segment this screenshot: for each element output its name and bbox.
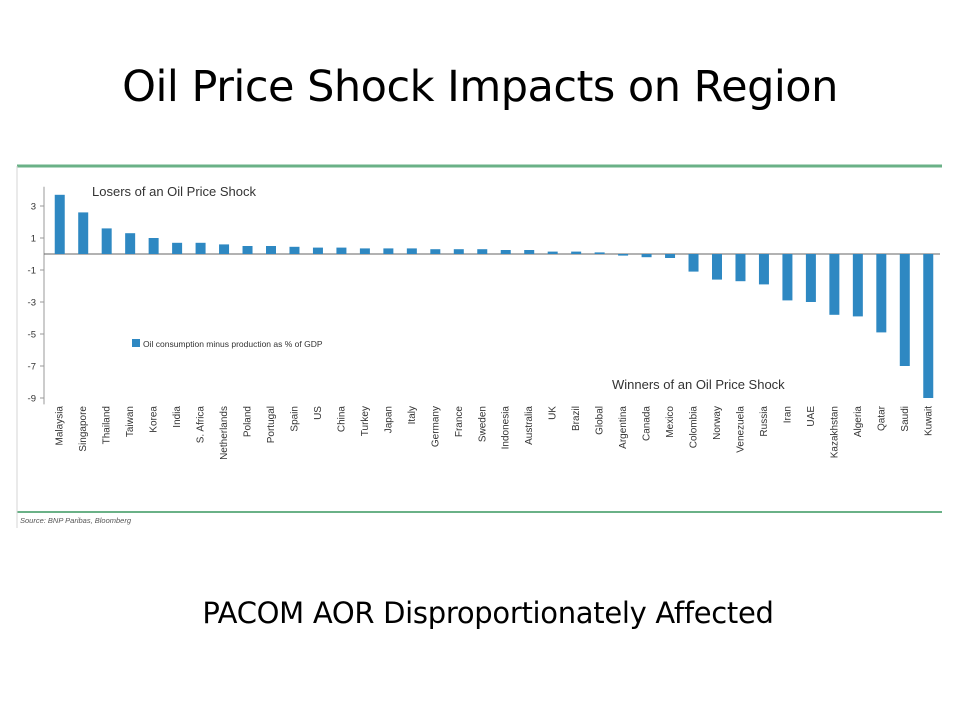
x-tick-label: Spain	[289, 406, 300, 432]
x-tick-label: Mexico	[665, 406, 676, 438]
x-tick-label: Saudi	[900, 406, 911, 432]
legend-label: Oil consumption minus production as % of…	[143, 339, 323, 349]
x-tick-label: Kazakhstan	[829, 406, 840, 458]
bar	[359, 248, 370, 254]
x-tick-label: China	[336, 406, 347, 433]
x-tick-label: Netherlands	[219, 406, 230, 460]
source-note: Source: BNP Paribas, Bloomberg	[20, 516, 132, 525]
bar	[829, 254, 840, 315]
bar	[148, 238, 159, 254]
slide-subtitle: PACOM AOR Disproportionately Affected	[202, 596, 774, 630]
annotation-winners: Winners of an Oil Price Shock	[612, 377, 785, 392]
bar	[406, 248, 417, 254]
x-tick-label: Venezuela	[735, 406, 746, 453]
bar	[453, 249, 464, 254]
y-tick-label: 1	[31, 234, 36, 245]
x-tick-label: India	[172, 406, 183, 428]
x-tick-label: Turkey	[360, 406, 371, 436]
x-tick-label: S. Africa	[196, 406, 207, 444]
bar	[125, 233, 136, 254]
bar	[430, 249, 441, 254]
bar	[195, 242, 206, 254]
bar	[712, 254, 722, 280]
bar	[571, 251, 582, 254]
y-tick-label: -3	[28, 298, 36, 309]
bar	[923, 254, 934, 398]
y-tick-label: -1	[28, 266, 36, 277]
bar	[477, 249, 488, 254]
y-tick-label: -9	[28, 394, 36, 405]
bar	[266, 246, 276, 254]
y-tick-label: -5	[28, 330, 36, 341]
bar	[383, 248, 394, 254]
bar	[524, 250, 535, 254]
x-tick-label: Qatar	[876, 405, 887, 431]
bar	[641, 254, 652, 258]
y-tick-label: -7	[28, 362, 36, 373]
bar	[594, 252, 605, 254]
y-tick-label: 3	[31, 202, 36, 213]
x-tick-label: Iran	[782, 406, 793, 423]
bar	[899, 254, 910, 366]
x-tick-label: UK	[548, 406, 559, 420]
bar	[665, 254, 676, 258]
legend-swatch	[132, 339, 140, 347]
x-tick-label: Global	[595, 406, 606, 435]
bar	[500, 250, 511, 254]
annotation-losers: Losers of an Oil Price Shock	[92, 184, 257, 199]
bar	[758, 254, 769, 285]
x-tick-label: Algeria	[853, 406, 864, 438]
bar	[54, 194, 65, 254]
bar	[242, 246, 253, 254]
x-tick-label: US	[313, 406, 324, 420]
x-tick-label: Indonesia	[501, 406, 512, 450]
x-tick-label: Australia	[524, 406, 535, 445]
bar	[78, 212, 89, 254]
x-tick-label: Sweden	[477, 406, 488, 442]
bar	[289, 246, 300, 254]
x-tick-label: Portugal	[266, 406, 277, 443]
x-tick-label: Russia	[759, 406, 770, 437]
x-tick-label: Japan	[383, 406, 394, 433]
bar	[312, 247, 323, 254]
bar	[618, 254, 629, 256]
x-tick-label: Kuwait	[923, 406, 934, 436]
x-tick-label: UAE	[806, 406, 817, 427]
bar	[735, 254, 746, 282]
x-tick-label: Poland	[243, 406, 254, 437]
x-tick-label: Germany	[430, 406, 441, 447]
bar	[172, 242, 183, 254]
bar	[688, 254, 699, 272]
bar	[336, 247, 347, 254]
x-tick-label: Taiwan	[125, 406, 136, 437]
x-tick-label: Korea	[149, 406, 160, 433]
bar	[547, 251, 558, 254]
bar	[876, 254, 887, 333]
x-tick-label: Norway	[712, 406, 723, 440]
bar	[782, 254, 793, 301]
x-tick-label: Brazil	[571, 406, 582, 431]
x-tick-label: Colombia	[689, 406, 700, 449]
x-tick-label: Canada	[642, 406, 653, 441]
x-tick-label: Italy	[407, 406, 418, 424]
slide-title: Oil Price Shock Impacts on Region	[122, 62, 838, 112]
x-tick-label: Argentina	[618, 406, 629, 449]
x-tick-label: Malaysia	[55, 406, 66, 446]
bar	[805, 254, 816, 302]
bar	[852, 254, 863, 317]
x-tick-label: Thailand	[102, 406, 113, 444]
x-tick-label: Singapore	[78, 406, 89, 452]
bar	[219, 244, 230, 254]
x-tick-label: France	[454, 406, 465, 438]
bar	[101, 228, 112, 254]
